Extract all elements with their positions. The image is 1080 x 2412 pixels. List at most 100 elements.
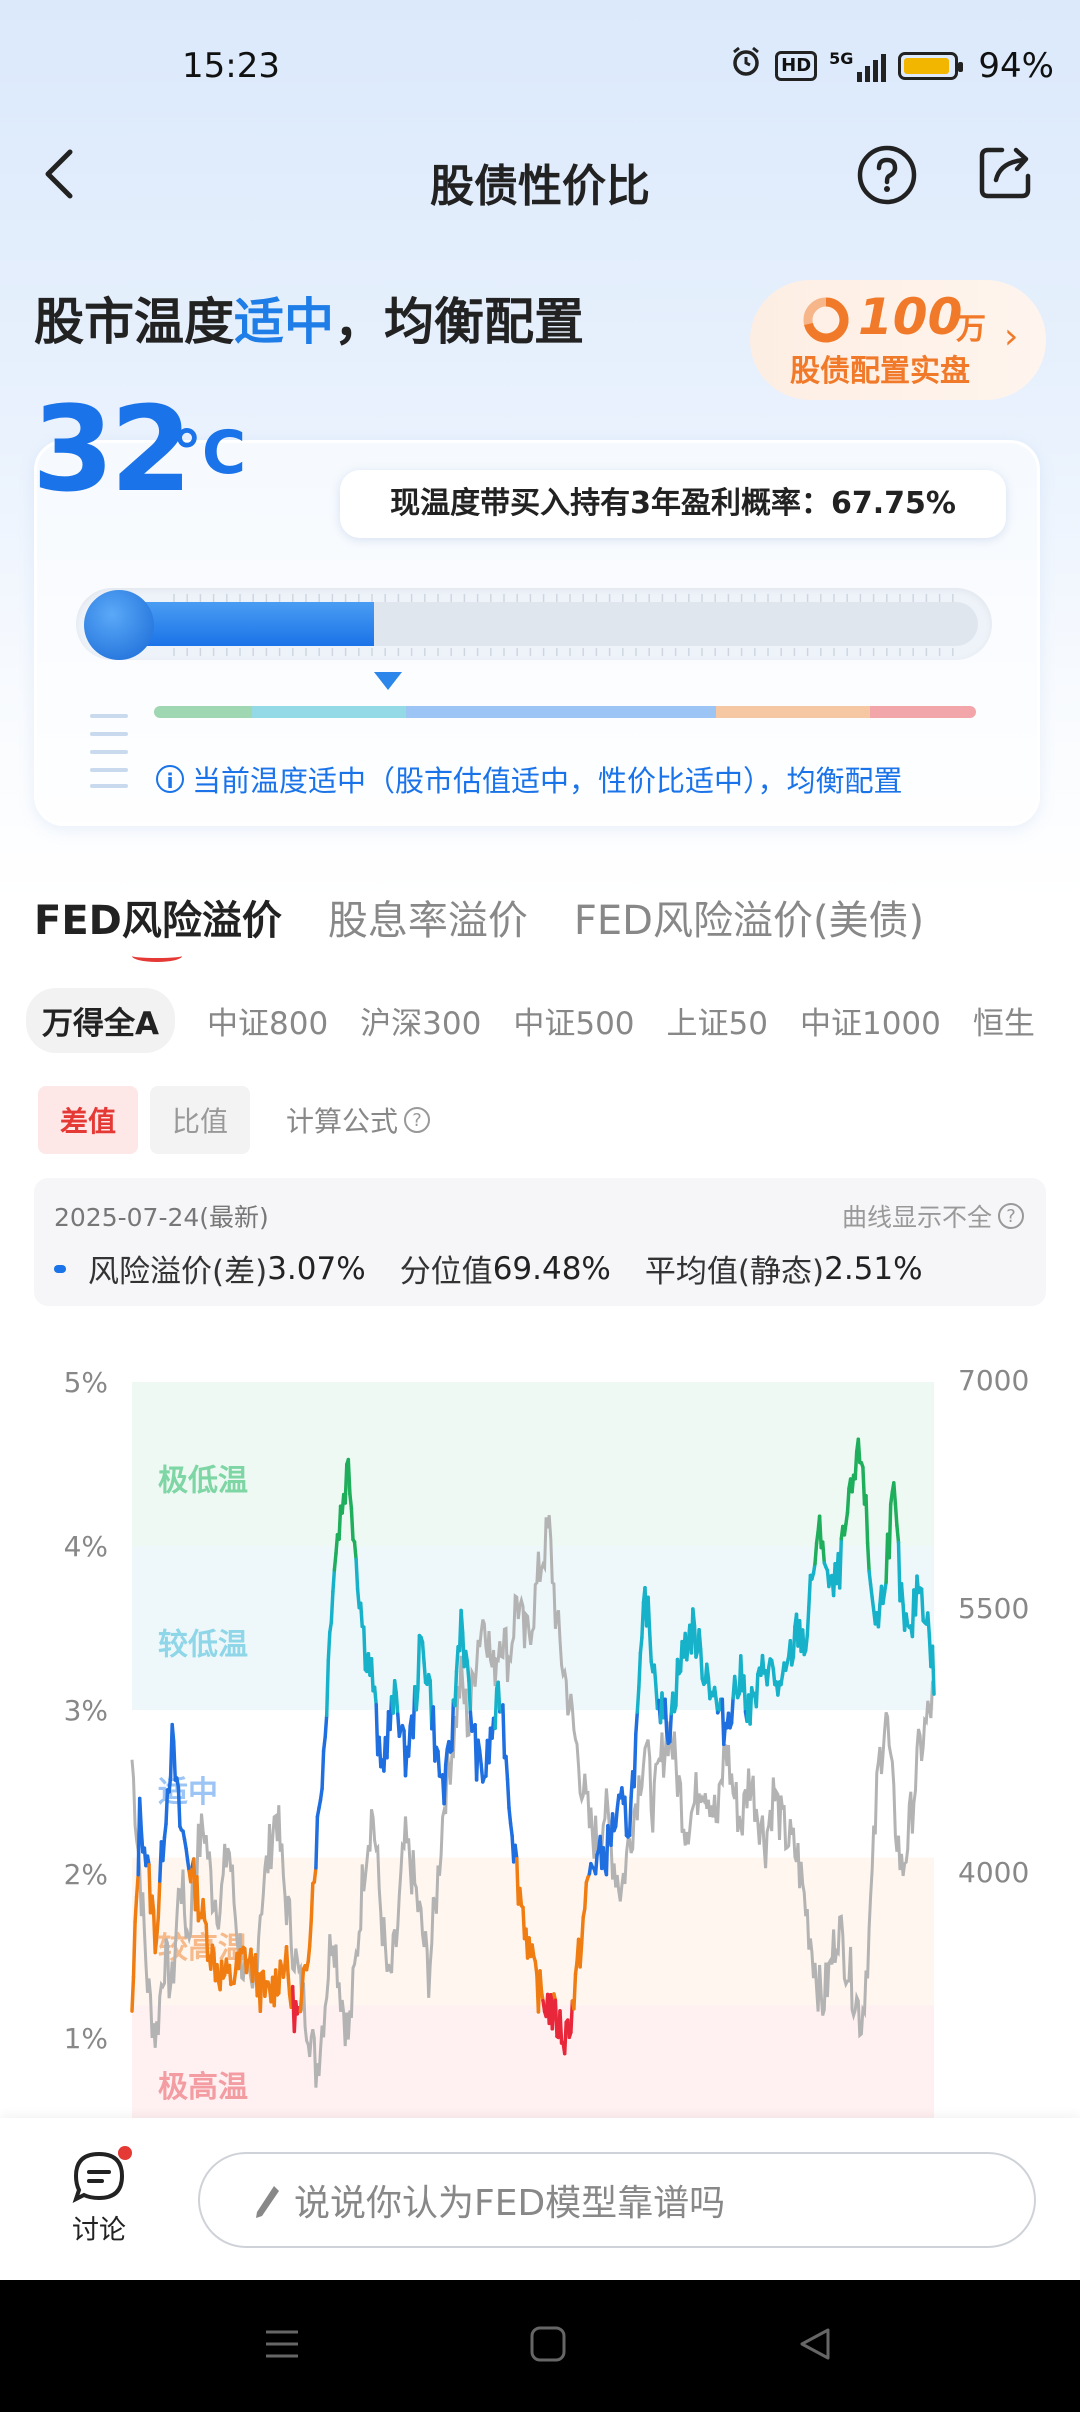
tab-dividend-premium[interactable]: 股息率溢价 (327, 898, 528, 944)
help-button[interactable] (856, 144, 918, 206)
risk-premium-segment (868, 1582, 874, 1600)
risk-premium-segment (663, 1697, 669, 1734)
risk-premium-segment (712, 1685, 718, 1701)
risk-premium-segment (919, 1587, 925, 1623)
risk-premium-segment (853, 1450, 859, 1481)
average-label: 平均值(静态) (644, 1254, 825, 1290)
risk-premium-segment (668, 1711, 674, 1744)
index-wind-all-a[interactable]: 万得全A (26, 988, 175, 1053)
risk-premium-segment (133, 1895, 139, 1924)
risk-premium-segment (131, 1919, 137, 1979)
top-nav: 股债性价比 (0, 130, 1080, 220)
risk-premium-segment (394, 1690, 400, 1717)
risk-premium-segment (647, 1630, 653, 1664)
risk-premium-segment (258, 1971, 264, 2014)
risk-premium-segment (705, 1662, 711, 1680)
risk-premium-segment (201, 1897, 207, 1922)
risk-premium-segment (343, 1462, 349, 1505)
risk-premium-segment (130, 1975, 136, 2013)
risk-premium-segment (309, 1881, 315, 1922)
risk-premium-segment (729, 1696, 735, 1725)
discuss-button[interactable]: 讨论 (62, 2146, 136, 2247)
index-hang-seng[interactable]: 恒生 (972, 1006, 1035, 1042)
risk-premium-segment (904, 1612, 910, 1627)
risk-premium-segment (573, 1960, 579, 1976)
curve-incomplete-note[interactable]: 曲线显示不全 ? (842, 1198, 1024, 1234)
risk-premium-segment (864, 1493, 870, 1545)
diff-toggle[interactable]: 差值 (38, 1086, 139, 1154)
risk-premium-segment (442, 1763, 448, 1806)
risk-premium-segment (754, 1672, 760, 1709)
risk-premium-segment (583, 1880, 589, 1911)
zone-band (132, 2005, 934, 2120)
risk-premium-segment (459, 1608, 465, 1635)
risk-premium-segment (638, 1635, 644, 1655)
risk-premium-segment (170, 1722, 176, 1744)
risk-premium-segment (204, 1922, 210, 1962)
index-csi500[interactable]: 中证500 (513, 1006, 635, 1042)
risk-premium-segment (306, 1944, 312, 1964)
risk-premium-segment (150, 1894, 156, 1913)
risk-premium-segment (837, 1537, 844, 1590)
risk-premium-segment (888, 1490, 895, 1507)
risk-premium-segment (562, 2020, 568, 2056)
index-sse50[interactable]: 上证50 (666, 1006, 768, 1042)
risk-premium-segment (553, 1998, 559, 2039)
risk-premium-segment (530, 1943, 536, 1959)
share-button[interactable] (974, 142, 1036, 204)
risk-premium-segment (493, 1686, 499, 1731)
risk-premium-segment (176, 1785, 182, 1829)
tab-fed-risk-premium-us[interactable]: FED风险溢价(美债) (573, 898, 925, 944)
thermometer-tube (90, 602, 978, 646)
status-time: 15:23 (182, 46, 280, 86)
comment-input[interactable]: 说说你认为FED模型靠谱吗 (198, 2152, 1036, 2248)
y-right-tick-label: 5500 (958, 1592, 1029, 1625)
index-line (130, 1515, 936, 2088)
risk-premium-segment (876, 1602, 882, 1629)
risk-premium-segment (507, 1806, 513, 1826)
back-button[interactable] (36, 144, 86, 204)
risk-premium-segment (185, 1858, 191, 1874)
risk-premium-segment (634, 1710, 640, 1736)
risk-premium-segment (263, 1980, 269, 1998)
index-csi800[interactable]: 中证800 (207, 1006, 329, 1042)
risk-premium-segment (477, 1749, 483, 1767)
tab-fed-risk-premium[interactable]: FED风险溢价 (34, 898, 282, 944)
zone-band (132, 1710, 934, 1858)
discuss-label: 讨论 (72, 2215, 126, 2246)
series-dot (54, 1264, 66, 1273)
y-left-tick-label: 2% (64, 1858, 108, 1891)
temperature-value: 32 (32, 380, 192, 518)
portfolio-promo-button[interactable]: 100 万 股债配置实盘 › (750, 280, 1046, 400)
risk-premium-segment (791, 1625, 797, 1659)
risk-premium-segment (331, 1568, 337, 1594)
risk-premium-segment (286, 1973, 292, 1996)
risk-premium-segment (321, 1735, 327, 1753)
average-value: 2.51% (824, 1250, 923, 1287)
risk-premium-segment (348, 1492, 354, 1511)
back-nav-icon[interactable] (794, 2324, 834, 2364)
risk-premium-segment (814, 1529, 820, 1545)
risk-premium-segment (593, 1852, 599, 1876)
risk-premium-segment (652, 1663, 658, 1687)
risk-premium-segment (807, 1573, 813, 1610)
home-icon[interactable] (528, 2324, 568, 2364)
menu-icon[interactable] (262, 2324, 302, 2364)
notification-dot (118, 2146, 132, 2160)
risk-premium-segment (416, 1633, 422, 1691)
risk-premium-chart[interactable]: 5% 4% 3% 2% 1% 7000 5500 4000 极低温 较低温 适中 较高温 极高温 (0, 1340, 1080, 2120)
question-icon: ? (404, 1107, 431, 1133)
risk-premium-segment (137, 1796, 144, 1832)
battery-icon (898, 51, 964, 80)
index-csi300[interactable]: 沪深300 (360, 1006, 482, 1042)
risk-premium-segment (533, 1959, 539, 1977)
risk-premium-segment (298, 1988, 304, 2014)
index-csi1000[interactable]: 中证1000 (799, 1006, 941, 1042)
stats-card: 2025-07-24(最新) 曲线显示不全 ? 风险溢价(差) 3.07% 分位… (34, 1178, 1046, 1306)
bottom-bar: 讨论 说说你认为FED模型靠谱吗 (0, 2118, 1080, 2280)
ratio-toggle[interactable]: 比值 (150, 1086, 251, 1154)
risk-premium-segment (870, 1596, 876, 1612)
formula-link[interactable]: 计算公式 ? (286, 1100, 431, 1140)
risk-premium-segment (232, 1970, 238, 1986)
risk-premium-segment (314, 1815, 320, 1870)
